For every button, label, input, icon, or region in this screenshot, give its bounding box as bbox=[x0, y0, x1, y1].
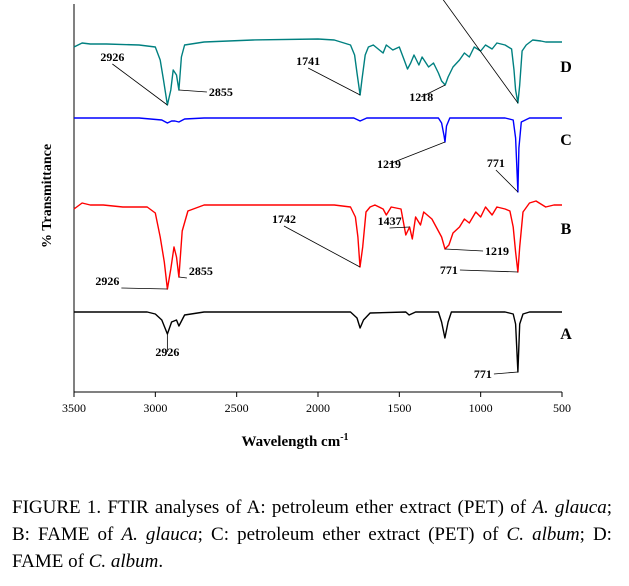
x-axis-label: Wavelength cm-1 bbox=[241, 432, 348, 450]
peak-label-D-2855: 2855 bbox=[209, 85, 233, 99]
annotation-leader bbox=[178, 276, 187, 279]
peak-label-C-771: 771 bbox=[487, 156, 505, 170]
y-axis-label: % Transmittance bbox=[40, 144, 55, 248]
series-D-line bbox=[73, 38, 562, 106]
peak-label-B-771: 771 bbox=[440, 263, 458, 277]
figure-caption: FIGURE 1. FTIR analyses of A: petroleum … bbox=[12, 497, 612, 572]
peak-label-C-1219: 1219 bbox=[377, 157, 401, 171]
x-tick-label: 3000 bbox=[143, 401, 167, 415]
annotation-leader bbox=[121, 287, 168, 290]
peak-label-A-2926: 2926 bbox=[155, 345, 179, 359]
peak-label-B-1437: 1437 bbox=[378, 214, 402, 228]
peak-label-D-1741: 1741 bbox=[296, 54, 320, 68]
peak-label-B-2926: 2926 bbox=[95, 274, 119, 288]
series-A-label: A bbox=[560, 326, 572, 343]
annotation-leader bbox=[421, 84, 446, 98]
peak-label-B-1742: 1742 bbox=[272, 212, 296, 226]
x-tick-label: 3500 bbox=[62, 401, 86, 415]
peak-label-A-771: 771 bbox=[474, 367, 492, 381]
peak-label-B-2855: 2855 bbox=[189, 264, 213, 278]
x-tick-label: 2000 bbox=[306, 401, 330, 415]
annotation-leader bbox=[493, 371, 518, 375]
ftir-chart: 3500 3000 2500 2000 1500 1000 500 A B C D 2926 285… bbox=[40, 0, 572, 450]
annotation-leader bbox=[445, 248, 484, 252]
annotation-leader bbox=[495, 169, 519, 193]
peak-label-D-2926: 2926 bbox=[100, 50, 124, 64]
x-tick-label: 1500 bbox=[387, 401, 411, 415]
series-A-line bbox=[74, 311, 562, 373]
series-C-label: C bbox=[560, 132, 572, 149]
annotation-leader bbox=[283, 225, 361, 268]
annotation-leader bbox=[112, 63, 168, 106]
peak-label-D-1218: 1218 bbox=[409, 90, 433, 104]
annotation-leader bbox=[389, 226, 410, 229]
series-D-label: D bbox=[560, 59, 572, 76]
x-tick-label: 1000 bbox=[469, 401, 493, 415]
x-tick-label: 500 bbox=[553, 401, 571, 415]
annotation-leader bbox=[178, 89, 207, 93]
series-B-label: B bbox=[561, 221, 572, 238]
series-C-line bbox=[74, 117, 562, 193]
annotation-leader bbox=[442, 0, 519, 104]
annotation-leader bbox=[388, 141, 446, 165]
series-B-line bbox=[73, 200, 562, 290]
chart-axes: 3500 3000 2500 2000 1500 1000 500 bbox=[62, 4, 571, 415]
x-tick-label: 2500 bbox=[225, 401, 249, 415]
axis-labels: % Transmittance Wavelength cm-1 bbox=[40, 144, 349, 450]
peak-annotations: 2926 2855 1741 1218 771 1219 771 2926 2855 1742 14… bbox=[95, 0, 519, 381]
peak-label-B-1219: 1219 bbox=[485, 244, 509, 258]
annotation-leader bbox=[459, 269, 518, 273]
annotation-leader bbox=[307, 67, 361, 96]
plot-area: A B C D bbox=[73, 38, 572, 373]
